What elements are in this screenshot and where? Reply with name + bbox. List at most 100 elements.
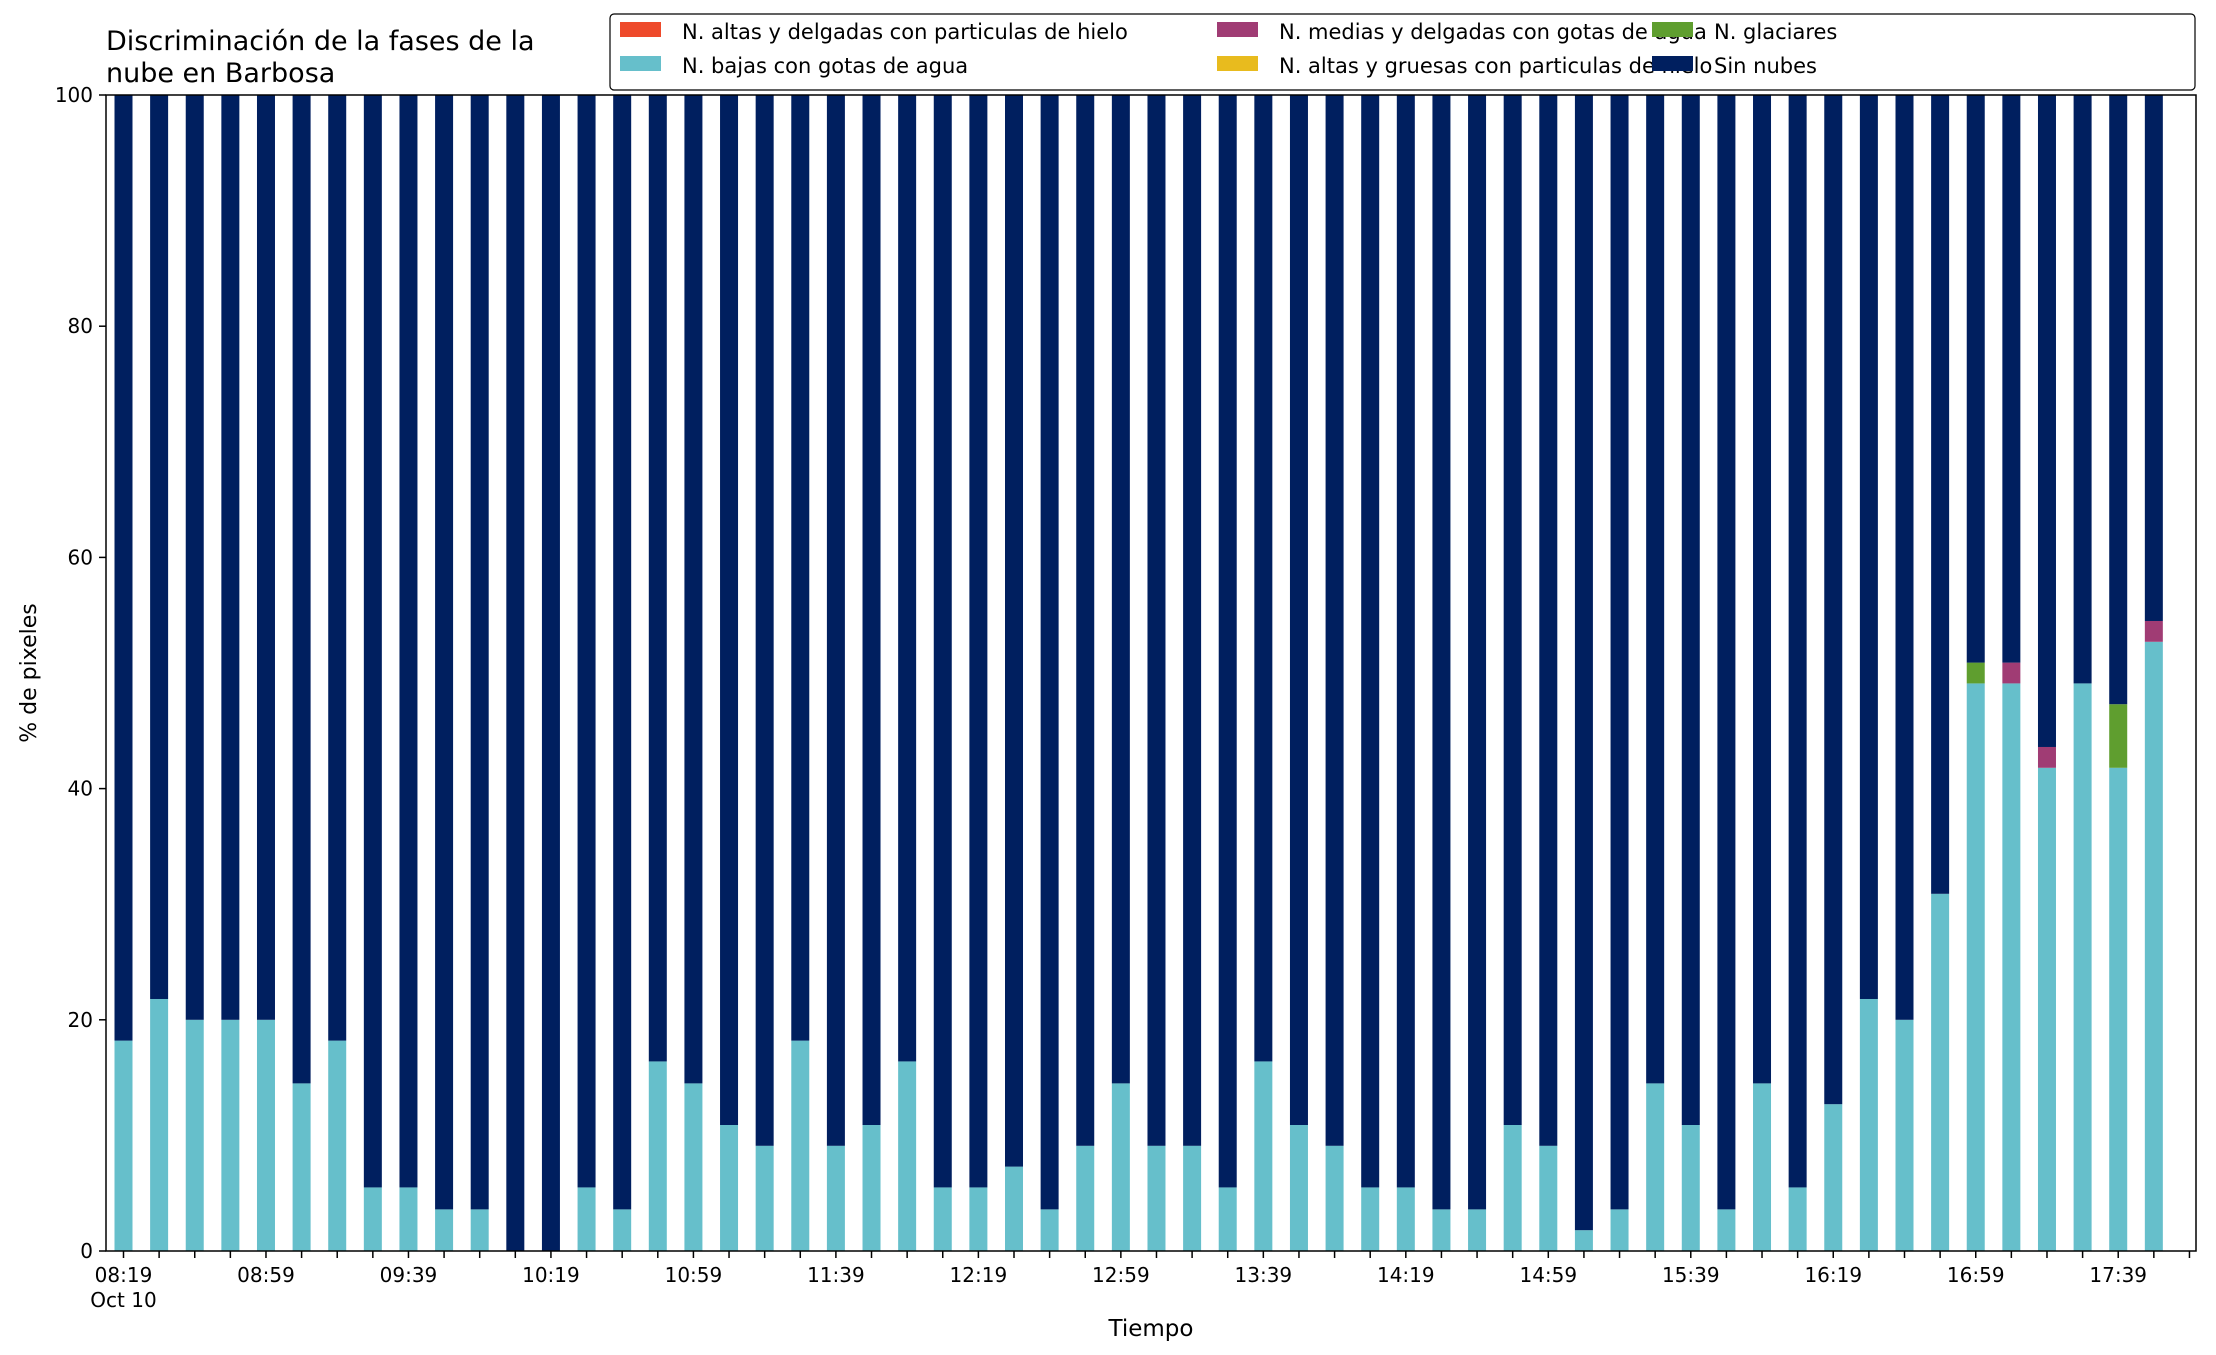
x-tick-label-3: 10:19 bbox=[522, 1263, 580, 1287]
legend: N. altas y delgadas con particulas de hi… bbox=[609, 13, 2196, 91]
bar-segment-s2-42 bbox=[1610, 1209, 1629, 1251]
legend-box bbox=[609, 13, 2196, 91]
legend-label-5: Sin nubes bbox=[1714, 54, 1817, 78]
legend-swatch-4 bbox=[1217, 22, 1258, 37]
bar-segment-s2-47 bbox=[1788, 1187, 1807, 1251]
legend-swatch-3 bbox=[1652, 22, 1693, 37]
bar-segment-s5-32 bbox=[1254, 95, 1273, 1062]
x-tick-label-5: 11:39 bbox=[807, 1263, 865, 1287]
legend-label-1: N. altas y gruesas con particulas de hie… bbox=[1279, 54, 1712, 78]
bar-segment-s2-7 bbox=[363, 1187, 382, 1251]
bar-segment-s5-24 bbox=[969, 95, 988, 1188]
bar-segment-s2-40 bbox=[1539, 1145, 1558, 1251]
bar-segment-s4-57 bbox=[2144, 620, 2163, 642]
bar-segment-s5-46 bbox=[1753, 95, 1772, 1084]
bar-segment-s5-8 bbox=[399, 95, 418, 1188]
bar-segment-s2-13 bbox=[577, 1187, 596, 1251]
bar-segment-s5-54 bbox=[2037, 95, 2056, 747]
x-tick-label-1: 08:59 bbox=[237, 1263, 295, 1287]
legend-swatch-0 bbox=[620, 22, 661, 37]
bar-segment-s5-19 bbox=[791, 95, 810, 1041]
bar-segment-s5-52 bbox=[1966, 95, 1985, 663]
bar-segment-s2-50 bbox=[1895, 1019, 1914, 1251]
bar-segment-s5-45 bbox=[1717, 95, 1736, 1210]
plot-frame bbox=[105, 94, 2197, 1252]
bar-segment-s2-48 bbox=[1824, 1104, 1843, 1251]
x-tick-label-14: 17:39 bbox=[2089, 1263, 2147, 1287]
bar-segment-s2-43 bbox=[1646, 1083, 1665, 1251]
bar-segment-s2-35 bbox=[1361, 1187, 1380, 1251]
bar-segment-s2-4 bbox=[256, 1019, 275, 1251]
bar-segment-s5-38 bbox=[1468, 95, 1487, 1210]
bar-segment-s5-44 bbox=[1681, 95, 1700, 1125]
bar-segment-s5-0 bbox=[114, 95, 133, 1041]
bar-segment-s2-54 bbox=[2037, 767, 2056, 1251]
bar-segment-s5-57 bbox=[2144, 95, 2163, 621]
bar-segment-s5-43 bbox=[1646, 95, 1665, 1084]
bar-segment-s2-2 bbox=[185, 1019, 204, 1251]
x-date-label: Oct 10 bbox=[90, 1288, 156, 1312]
bar-segment-s5-17 bbox=[720, 95, 739, 1125]
x-tick-label-11: 15:39 bbox=[1662, 1263, 1720, 1287]
bar-segment-s5-56 bbox=[2109, 95, 2128, 705]
bar-segment-s2-10 bbox=[470, 1209, 489, 1251]
y-axis: 0 20 40 60 80 100 bbox=[55, 83, 106, 1263]
y-tick-label-40: 40 bbox=[68, 777, 93, 801]
bar-segment-s5-21 bbox=[862, 95, 881, 1125]
bar-segment-s5-5 bbox=[292, 95, 311, 1084]
x-tick-label-6: 12:19 bbox=[950, 1263, 1008, 1287]
x-tick-label-10: 14:59 bbox=[1519, 1263, 1577, 1287]
bar-segment-s5-27 bbox=[1076, 95, 1095, 1146]
bar-segment-s5-49 bbox=[1859, 95, 1878, 999]
x-tick-label-9: 14:19 bbox=[1377, 1263, 1435, 1287]
bar-segment-s2-52 bbox=[1966, 683, 1985, 1251]
chart-title-line-1: Discriminación de la fases de la bbox=[106, 26, 535, 57]
bar-segment-s2-16 bbox=[684, 1083, 703, 1251]
bar-segment-s2-14 bbox=[613, 1209, 632, 1251]
bar-segment-s5-11 bbox=[506, 95, 525, 1251]
bar-segment-s2-46 bbox=[1753, 1083, 1772, 1251]
chart-title: Discriminación de la fases de la nube en… bbox=[106, 26, 543, 89]
bar-segment-s5-7 bbox=[363, 95, 382, 1188]
bar-segment-s2-18 bbox=[755, 1145, 774, 1251]
bar-segment-s5-18 bbox=[755, 95, 774, 1146]
bar-segment-s2-1 bbox=[150, 998, 169, 1251]
x-tick-label-0: 08:19 bbox=[95, 1263, 153, 1287]
legend-swatch-1 bbox=[1217, 56, 1258, 71]
bar-segment-s5-29 bbox=[1147, 95, 1166, 1146]
bar-segment-s2-49 bbox=[1859, 998, 1878, 1251]
bar-segment-s5-12 bbox=[541, 95, 560, 1251]
legend-label-2: N. bajas con gotas de agua bbox=[682, 54, 968, 78]
bar-segment-s3-52 bbox=[1966, 662, 1985, 684]
bar-segment-s5-40 bbox=[1539, 95, 1558, 1146]
bar-segment-s5-47 bbox=[1788, 95, 1807, 1188]
bar-segment-s5-48 bbox=[1824, 95, 1843, 1105]
bar-segment-s2-25 bbox=[1005, 1166, 1023, 1251]
bar-segment-s2-15 bbox=[648, 1061, 667, 1251]
bar-segment-s2-36 bbox=[1396, 1187, 1415, 1251]
bar-segment-s5-26 bbox=[1040, 95, 1059, 1210]
legend-label-0: N. altas y delgadas con particulas de hi… bbox=[682, 20, 1128, 44]
bar-segment-s5-31 bbox=[1218, 95, 1237, 1188]
x-axis: 08:19 08:59 09:39 10:19 10:59 11:39 12:19 12:59… bbox=[90, 1251, 2191, 1312]
bar-segment-s2-6 bbox=[328, 1040, 347, 1251]
bar-segment-s2-45 bbox=[1717, 1209, 1736, 1251]
bar-segment-s5-37 bbox=[1432, 95, 1451, 1210]
legend-swatch-5 bbox=[1652, 56, 1693, 71]
y-tick-label-20: 20 bbox=[68, 1008, 93, 1032]
bar-segment-s5-3 bbox=[221, 95, 240, 1020]
bar-segment-s2-55 bbox=[2073, 683, 2092, 1251]
x-tick-label-4: 10:59 bbox=[665, 1263, 723, 1287]
bar-segment-s5-33 bbox=[1289, 95, 1308, 1125]
bar-segment-s2-57 bbox=[2144, 641, 2163, 1251]
bar-segment-s5-13 bbox=[577, 95, 596, 1188]
x-tick-label-12: 16:19 bbox=[1804, 1263, 1862, 1287]
bar-segment-s2-23 bbox=[933, 1187, 952, 1251]
bar-segment-s4-54 bbox=[2037, 746, 2056, 768]
bar-segment-s5-14 bbox=[613, 95, 632, 1210]
bar-segment-s5-30 bbox=[1183, 95, 1202, 1146]
bar-segment-s5-36 bbox=[1396, 95, 1415, 1188]
bar-segment-s5-53 bbox=[2002, 95, 2021, 663]
bar-segment-s5-39 bbox=[1503, 95, 1522, 1125]
